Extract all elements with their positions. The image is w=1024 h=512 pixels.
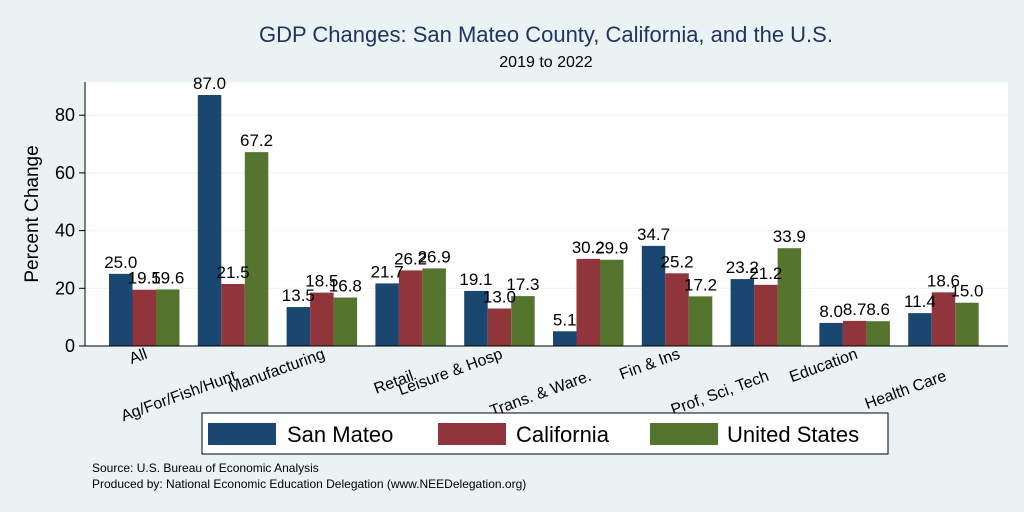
legend-label: California	[516, 422, 610, 447]
data-label: 13.0	[483, 287, 516, 306]
legend-label: San Mateo	[287, 422, 393, 447]
bar-san-mateo	[730, 279, 755, 346]
bar-united-states	[156, 289, 180, 346]
legend: San Mateo California United States	[201, 412, 889, 455]
source-note: Source: U.S. Bureau of Economic Analysis	[92, 461, 319, 475]
y-tick-label: 40	[55, 221, 75, 241]
data-label: 23.2	[726, 258, 759, 277]
data-label: 5.1	[553, 310, 577, 329]
x-tick-label: All	[127, 346, 150, 368]
data-label: 67.2	[240, 131, 273, 150]
data-label: 19.1	[459, 270, 492, 289]
legend-box	[201, 412, 889, 455]
bar-california	[221, 283, 245, 346]
data-label: 19.6	[151, 268, 184, 287]
chart-title: GDP Changes: San Mateo County, Californi…	[259, 22, 833, 47]
data-label: 30.2	[572, 238, 605, 257]
y-axis-label: Percent Change	[22, 145, 43, 282]
bar-united-states	[511, 296, 535, 346]
bar-united-states	[688, 296, 713, 346]
bar-san-mateo	[109, 273, 133, 346]
y-tick-label: 80	[55, 105, 75, 125]
bar-san-mateo	[908, 313, 932, 346]
x-tick-label: Education	[787, 346, 860, 386]
data-label: 16.8	[329, 277, 362, 296]
bar-san-mateo	[286, 307, 311, 346]
y-axis: 0 20 40 60 80	[55, 82, 86, 356]
data-label: 21.7	[371, 262, 404, 281]
legend-swatch	[650, 423, 718, 445]
bar-california	[665, 273, 689, 346]
bar-san-mateo	[464, 290, 488, 346]
data-label: 87.0	[193, 74, 226, 93]
x-tick-label: Manufacturing	[226, 346, 327, 397]
x-tick-label: Trans. & Ware.	[488, 368, 594, 420]
bar-united-states	[422, 268, 446, 346]
data-label: 29.9	[595, 239, 628, 258]
data-label: 15.0	[950, 282, 983, 301]
bar-united-states	[600, 259, 624, 346]
data-label: 33.9	[773, 227, 806, 246]
data-label: 17.2	[684, 275, 717, 294]
legend-swatch	[438, 423, 506, 445]
data-label: 21.2	[749, 264, 782, 283]
bar-san-mateo	[197, 95, 222, 346]
legend-swatch	[208, 423, 276, 445]
legend-label: United States	[727, 422, 859, 447]
data-label: 11.4	[904, 292, 936, 311]
y-tick-label: 60	[55, 163, 75, 183]
bar-california	[576, 258, 600, 346]
bar-california	[132, 289, 156, 346]
data-label: 8.0	[819, 302, 843, 321]
data-label: 26.9	[418, 247, 451, 266]
x-tick-label: Health Care	[863, 368, 949, 413]
bar-san-mateo	[375, 283, 399, 346]
producer-note: Produced by: National Economic Education…	[92, 477, 526, 491]
data-label: 17.3	[506, 275, 539, 294]
data-label: 25.2	[661, 252, 694, 271]
bar-united-states	[244, 152, 269, 346]
data-label: 21.5	[217, 263, 250, 282]
bar-california	[842, 320, 867, 346]
bar-san-mateo	[553, 331, 577, 346]
data-label: 19.5	[128, 269, 161, 288]
bar-united-states	[866, 321, 890, 346]
bar-san-mateo	[819, 322, 843, 346]
x-tick-label: Fin & Ins	[617, 346, 682, 384]
chart-subtitle: 2019 to 2022	[499, 54, 593, 71]
bars	[109, 95, 979, 346]
x-tick-label: Prof, Sci, Tech	[669, 368, 771, 419]
data-label: 13.5	[282, 286, 315, 305]
bar-united-states	[955, 302, 979, 346]
bar-california	[487, 308, 512, 346]
data-label: 18.6	[927, 271, 960, 290]
data-label: 18.5	[305, 272, 338, 291]
bar-california	[754, 284, 778, 346]
data-label: 26.2	[394, 249, 427, 268]
bar-california	[931, 292, 956, 346]
bar-california	[398, 270, 423, 346]
data-labels: 25.019.519.6 87.0 21.5 67.2 13.518.516.8 21.7…	[104, 74, 983, 329]
data-label: 25.0	[104, 253, 137, 272]
bar-united-states	[777, 248, 802, 346]
bar-united-states	[333, 297, 358, 346]
bar-california	[310, 292, 334, 346]
data-label: 8.7	[843, 300, 867, 319]
x-tick-label: Leisure & Hosp	[396, 346, 505, 399]
y-tick-label: 0	[65, 336, 75, 356]
y-tick-label: 20	[55, 278, 75, 298]
data-label: 8.6	[866, 300, 890, 319]
data-label: 34.7	[637, 225, 670, 244]
bar-san-mateo	[641, 245, 666, 346]
